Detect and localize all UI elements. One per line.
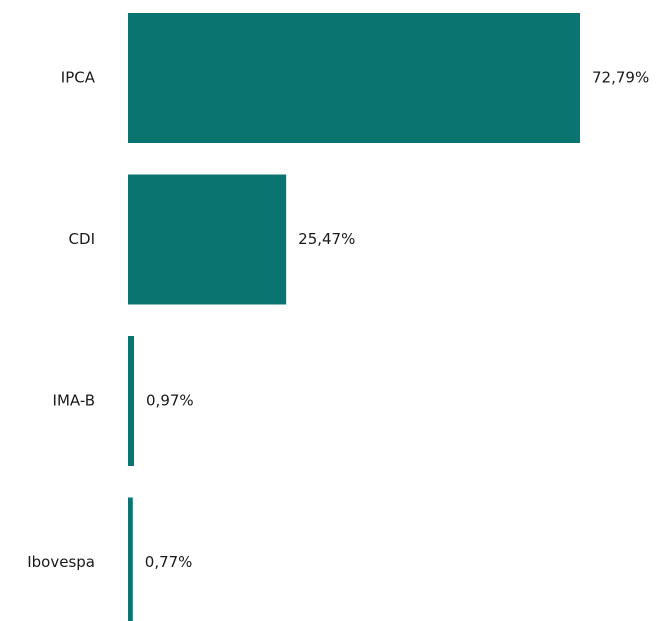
bar: [128, 13, 580, 143]
category-label: Ibovespa: [27, 553, 95, 571]
value-label: 0,97%: [146, 392, 194, 410]
bar: [128, 497, 133, 621]
category-label: IMA-B: [53, 392, 95, 410]
value-label: 72,79%: [592, 69, 649, 87]
category-label: CDI: [69, 230, 95, 248]
category-label: IPCA: [61, 69, 96, 87]
bar: [128, 336, 135, 466]
bar: [128, 174, 287, 305]
value-label: 25,47%: [298, 230, 355, 248]
value-label: 0,77%: [145, 553, 193, 571]
